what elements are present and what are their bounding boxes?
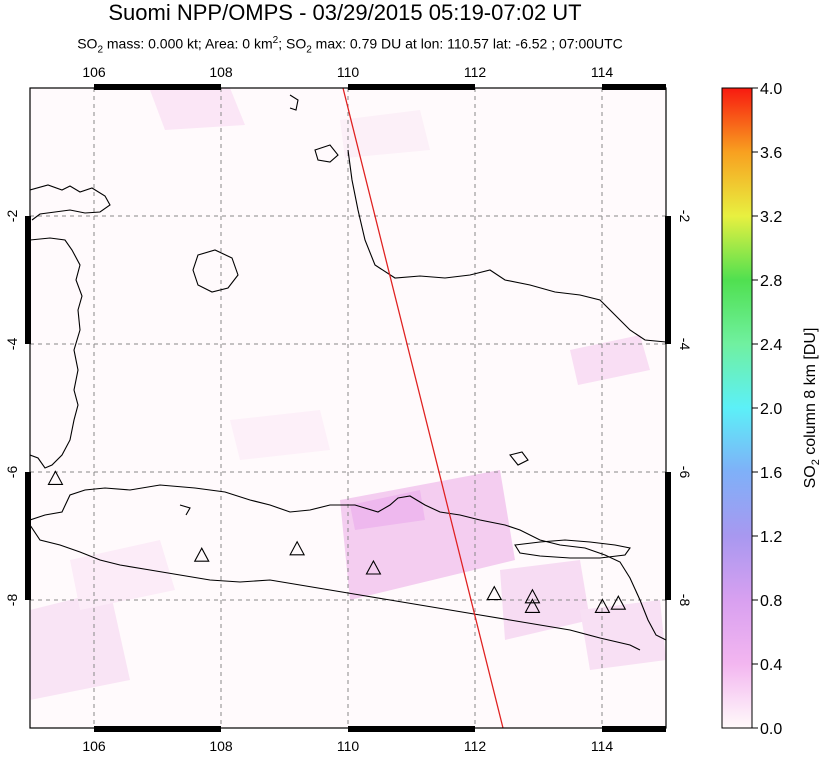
volcano-icon (365, 559, 382, 575)
coastlines (30, 94, 666, 651)
lon-label: 110 (337, 64, 360, 80)
colorbar-tick-label: 2.8 (760, 273, 782, 290)
lat-label: -6 (4, 466, 20, 479)
volcano-icon (486, 585, 503, 601)
so2-pixels (30, 88, 666, 700)
lon-labels-bottom: 106 108 110 112 114 (82, 738, 613, 754)
lat-label: -6 (677, 466, 693, 479)
lat-labels-left: -2 -4 -6 -8 (4, 210, 20, 607)
lat-label: -2 (4, 210, 20, 223)
colorbar-tick-label: 3.2 (760, 209, 782, 226)
volcano-icon (524, 588, 541, 604)
map-subtitle: SO2 mass: 0.000 kt; Area: 0 km2; SO2 max… (77, 35, 623, 56)
colorbar-ticks: 4.0 3.6 3.2 2.8 2.4 2.0 1.6 1.2 0.8 0.4 0.0 (752, 81, 782, 738)
lon-labels-top: 106 108 110 112 114 (82, 64, 613, 80)
colorbar-tick-label: 1.6 (760, 465, 782, 482)
volcano-icon (594, 598, 611, 613)
volcano-icon (47, 470, 64, 485)
lat-label: -2 (677, 210, 693, 223)
lon-label: 106 (82, 64, 106, 80)
lon-label: 114 (591, 64, 614, 80)
lon-label: 112 (464, 738, 487, 754)
volcano-markers (47, 470, 627, 613)
map-title: Suomi NPP/OMPS - 03/29/2015 05:19-07:02 … (108, 0, 582, 25)
colorbar-tick-label: 0.0 (760, 721, 782, 738)
colorbar-tick-label: 2.4 (760, 337, 782, 354)
orbit-track-line (342, 87, 504, 729)
lon-label: 110 (337, 738, 360, 754)
colorbar-label: SO2 column 8 km [DU] (802, 328, 822, 489)
lon-label: 106 (82, 738, 106, 754)
colorbar-tick-label: 4.0 (760, 81, 782, 98)
colorbar-tick-label: 3.6 (760, 145, 782, 162)
volcano-icon (289, 540, 306, 556)
colorbar-tick-label: 1.2 (760, 529, 782, 546)
lat-labels-right: -2 -4 -6 -8 (677, 210, 693, 607)
graticule (30, 88, 666, 728)
lat-label: -8 (677, 594, 693, 607)
volcano-icon (524, 598, 541, 613)
lat-label: -8 (4, 594, 20, 607)
colorbar-tick-label: 0.4 (760, 657, 782, 674)
colorbar-tick-label: 0.8 (760, 593, 782, 610)
volcano-icon (193, 547, 210, 562)
lat-label: -4 (677, 338, 693, 351)
colorbar (721, 87, 753, 729)
border-bars (25, 84, 671, 732)
lon-label: 114 (591, 738, 614, 754)
lon-label: 108 (209, 738, 233, 754)
lon-label: 112 (464, 64, 487, 80)
lon-label: 108 (209, 64, 233, 80)
colorbar-tick-label: 2.0 (760, 401, 782, 418)
lat-label: -4 (4, 338, 20, 351)
volcano-icon (610, 595, 627, 610)
